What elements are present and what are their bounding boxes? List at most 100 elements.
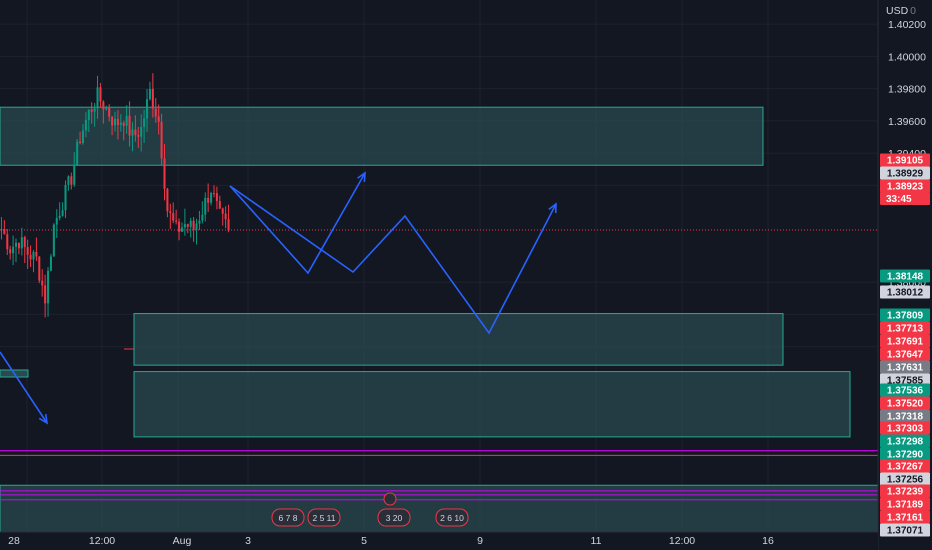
time-tick-label: 5 [361, 535, 367, 547]
price-tag-label: 1.37631 [887, 363, 924, 374]
candle-body [172, 213, 175, 221]
candle-body [131, 129, 134, 136]
candle-body [58, 215, 61, 218]
price-tag [880, 285, 930, 299]
price-tag-label: 1.37691 [887, 337, 924, 348]
countdown-tag [880, 192, 930, 205]
price-tag-label: 1.37647 [887, 350, 924, 361]
candle-body [154, 108, 157, 117]
event-marker[interactable]: 2 6 10 [435, 508, 469, 527]
price-tag [880, 421, 930, 435]
candle-body [204, 197, 207, 215]
price-tag-label: 1.37809 [887, 311, 924, 322]
candle-body [14, 242, 18, 247]
candle-body [0, 229, 3, 231]
price-tag [880, 459, 930, 473]
projection-path[interactable] [229, 185, 557, 335]
currency-label: USD [886, 5, 909, 17]
price-tag [880, 269, 930, 283]
event-marker[interactable]: 3 20 [377, 508, 411, 527]
zone-box[interactable] [133, 313, 784, 366]
price-tag [880, 472, 930, 486]
candle-body [23, 237, 26, 248]
candle-body [160, 121, 163, 159]
candle-body [210, 193, 213, 203]
price-tag [880, 166, 930, 180]
price-tag-label: 1.37290 [887, 450, 924, 461]
projection-path[interactable] [229, 172, 366, 275]
candle-body [151, 88, 154, 109]
price-tag [880, 308, 930, 322]
arrow-head [548, 202, 557, 214]
candle-body [166, 188, 169, 212]
time-axis[interactable] [0, 532, 878, 550]
candle-body [38, 256, 41, 281]
zone-box[interactable] [133, 371, 851, 438]
candle-body [175, 220, 178, 222]
price-tag [880, 373, 930, 387]
candle-body [215, 193, 218, 202]
candle-body [84, 119, 87, 131]
event-marker-label: 2 6 10 [440, 513, 464, 523]
candle-body [29, 254, 32, 260]
price-tag-label: 1.38929 [887, 169, 924, 180]
candle-body [87, 109, 90, 120]
price-tag [880, 510, 930, 524]
price-tag [880, 523, 930, 537]
price-tag-label: 1.37713 [887, 324, 924, 335]
candle-body [186, 224, 189, 227]
time-tick-label: 28 [8, 535, 20, 547]
candle-body [47, 270, 50, 304]
candle-body [105, 107, 108, 110]
price-tick-label: 1.39800 [888, 84, 926, 96]
candle-body [157, 116, 160, 122]
price-tag-label: 1.37267 [887, 462, 924, 473]
time-tick-label: 12:00 [669, 535, 695, 547]
candle-body [61, 210, 64, 216]
candle-body [3, 229, 6, 235]
candle-body [134, 129, 137, 135]
time-tick-label: 3 [245, 535, 251, 547]
candle-body [96, 87, 99, 109]
time-tick-label: 16 [762, 535, 774, 547]
candle-body [20, 237, 23, 249]
price-tag [880, 383, 930, 397]
candle-body [12, 246, 15, 254]
candle-body [207, 197, 210, 203]
price-tag-label: 1.38012 [887, 288, 924, 299]
event-marker-badge [435, 508, 469, 527]
price-tick-label: 1.40000 [888, 51, 926, 63]
candle-body [140, 126, 143, 137]
candle-body [148, 88, 151, 100]
event-marker[interactable]: 6 7 8 [271, 508, 305, 527]
zone-box[interactable] [0, 484, 879, 533]
candle-body [143, 118, 146, 127]
event-flag-icon[interactable] [383, 492, 397, 506]
price-tag-label: 1.37585 [887, 376, 924, 387]
candle-body [41, 280, 44, 286]
price-tag-label: 1.37536 [887, 386, 924, 397]
candle-body [67, 176, 70, 185]
price-tag [880, 153, 930, 167]
candle-body [93, 108, 96, 112]
candle-body [6, 234, 9, 250]
candle-body [64, 184, 67, 211]
candle-body [137, 134, 140, 137]
time-tick-label: 12:00 [89, 535, 115, 547]
time-tick-label: 9 [477, 535, 483, 547]
candle-body [221, 208, 224, 214]
candle-body [113, 118, 117, 126]
candle-body [183, 224, 186, 228]
zone-box[interactable] [0, 106, 764, 166]
candle-body [169, 211, 172, 214]
price-tag-label: 1.39105 [887, 156, 924, 167]
price-tag [880, 434, 930, 448]
event-marker[interactable]: 2 5 11 [307, 508, 341, 527]
currency-selector[interactable]: USD 0 [886, 5, 916, 17]
projection-path[interactable] [0, 351, 48, 424]
candle-body [79, 141, 82, 144]
currency-menu-glyph: 0 [910, 5, 917, 17]
candle-body [70, 176, 73, 185]
